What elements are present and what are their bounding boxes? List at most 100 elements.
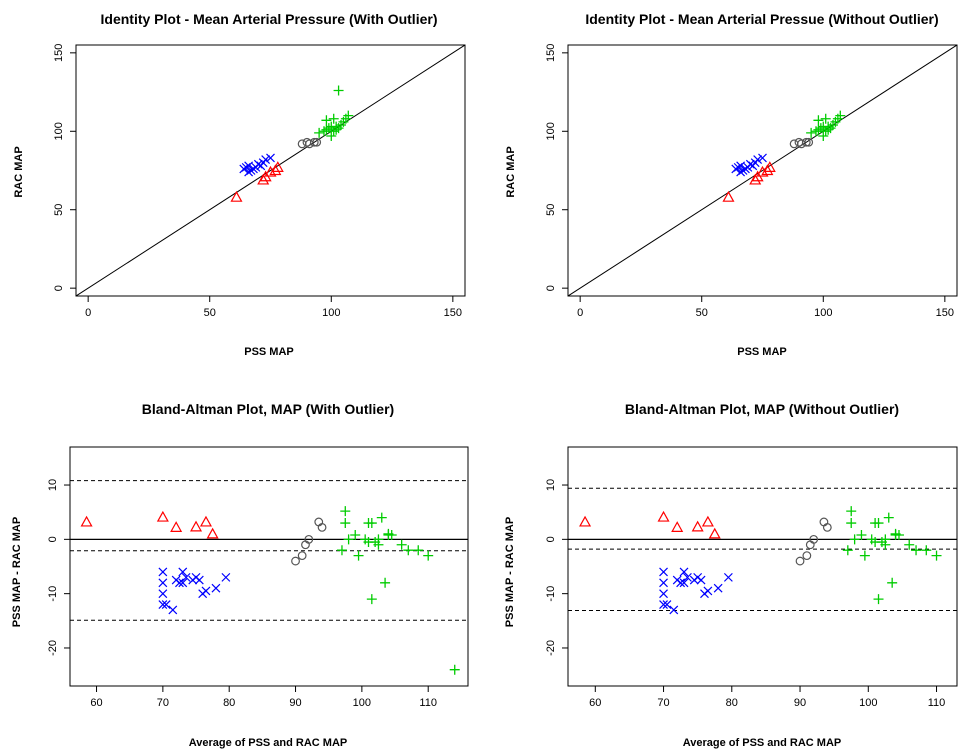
plus-point (350, 529, 361, 540)
x-point (253, 159, 263, 169)
chart-title: Bland-Altman Plot, MAP (With Outlier) (142, 401, 394, 417)
x-point (736, 167, 746, 177)
y-tick-label: 150 (53, 44, 65, 62)
x-point (161, 600, 171, 609)
data-points (230, 85, 354, 202)
plus-point (321, 115, 332, 126)
plus-point (893, 529, 904, 540)
plus-point (813, 115, 824, 126)
triangle-point (657, 510, 670, 522)
plus-point (873, 518, 884, 529)
x-point (178, 578, 188, 588)
plus-point (331, 121, 342, 132)
x-point (211, 583, 221, 593)
y-axis-ticks: -20 -10 0 10 (47, 479, 70, 656)
circle-point (297, 139, 307, 149)
x-point (246, 166, 256, 175)
x-point (679, 578, 689, 588)
reference-lines (568, 45, 957, 296)
circle-point (317, 522, 327, 532)
y-axis-label: PSS MAP - RAC MAP (11, 517, 23, 627)
x-point (241, 162, 251, 172)
plot-frame (69, 446, 469, 687)
x-tick-label: 110 (928, 697, 946, 709)
data-points (80, 506, 460, 675)
x-point (753, 155, 763, 164)
plus-point (403, 545, 414, 556)
y-tick-label: -10 (545, 586, 557, 602)
plus-point (806, 127, 817, 138)
chart-title: Bland-Altman Plot, MAP (Without Outlier) (625, 401, 899, 417)
x-tick-label: 50 (696, 307, 708, 319)
x-tick-label: 100 (353, 697, 371, 709)
plus-point (859, 550, 870, 561)
circle-point (801, 137, 811, 147)
bland-altman-without-outlier: Bland-Altman Plot, MAP (Without Outlier)… (504, 401, 958, 749)
circle-point (304, 534, 314, 544)
x-tick-label: 110 (419, 697, 437, 709)
x-point (659, 567, 668, 577)
x-point (244, 167, 254, 177)
plus-point (396, 539, 407, 550)
plus-point (846, 506, 857, 517)
plus-point (931, 550, 942, 561)
reference-lines (568, 487, 957, 611)
x-tick-label: 90 (289, 697, 301, 709)
plus-point (849, 534, 860, 545)
triangle-point (80, 515, 93, 527)
y-axis-label: PSS MAP - RAC MAP (504, 517, 516, 627)
x-point (239, 164, 249, 174)
plus-point (823, 121, 834, 132)
x-tick-label: 90 (794, 697, 806, 709)
circle-point (297, 551, 307, 561)
identity-plot-with-outlier: Identity Plot - Mean Arterial Pressure (… (13, 11, 466, 358)
x-axis-ticks: 60 70 80 90 100 110 (589, 686, 945, 709)
y-tick-label: 100 (545, 122, 557, 140)
plus-point (328, 113, 339, 124)
y-axis-ticks: -20 -10 0 10 (545, 479, 568, 656)
plus-point (887, 577, 898, 588)
y-axis-ticks: 0 50 100 150 (545, 44, 568, 291)
plus-point (340, 506, 351, 517)
x-point (158, 600, 168, 609)
chart-title: Identity Plot - Mean Arterial Pressure (… (101, 11, 438, 27)
x-point (168, 605, 178, 615)
x-point (758, 153, 767, 163)
x-point (738, 166, 748, 175)
plus-point (818, 130, 829, 141)
x-axis-label: Average of PSS and RAC MAP (189, 737, 348, 749)
x-point (676, 578, 686, 588)
reference-lines (70, 480, 468, 621)
triangle-point (269, 164, 282, 176)
plus-point (856, 529, 867, 540)
plus-point (921, 545, 932, 556)
triangle-point (199, 515, 213, 527)
plus-point (343, 534, 354, 545)
plus-point (380, 577, 391, 588)
y-tick-label: 0 (545, 536, 557, 542)
x-point (683, 572, 692, 582)
plus-point (376, 512, 387, 523)
plot-frame (75, 44, 466, 297)
plus-point (314, 127, 325, 138)
x-tick-label: 60 (589, 697, 601, 709)
plus-point (842, 545, 853, 556)
circle-point (795, 556, 805, 566)
reference-lines (76, 45, 465, 296)
triangle-point (722, 190, 735, 202)
y-tick-label: 0 (47, 536, 59, 542)
x-tick-label: 70 (657, 697, 669, 709)
circle-point (809, 534, 819, 544)
y-tick-label: 50 (545, 204, 557, 216)
circle-point (804, 137, 814, 147)
plus-point (366, 518, 377, 529)
plot-frame (567, 446, 958, 687)
plus-point (413, 545, 424, 556)
plus-point (373, 539, 384, 550)
plus-point (333, 85, 344, 96)
x-point (178, 567, 188, 577)
plus-point (353, 550, 364, 561)
x-tick-label: 100 (814, 307, 832, 319)
x-tick-label: 150 (936, 307, 954, 319)
x-point (201, 586, 211, 596)
